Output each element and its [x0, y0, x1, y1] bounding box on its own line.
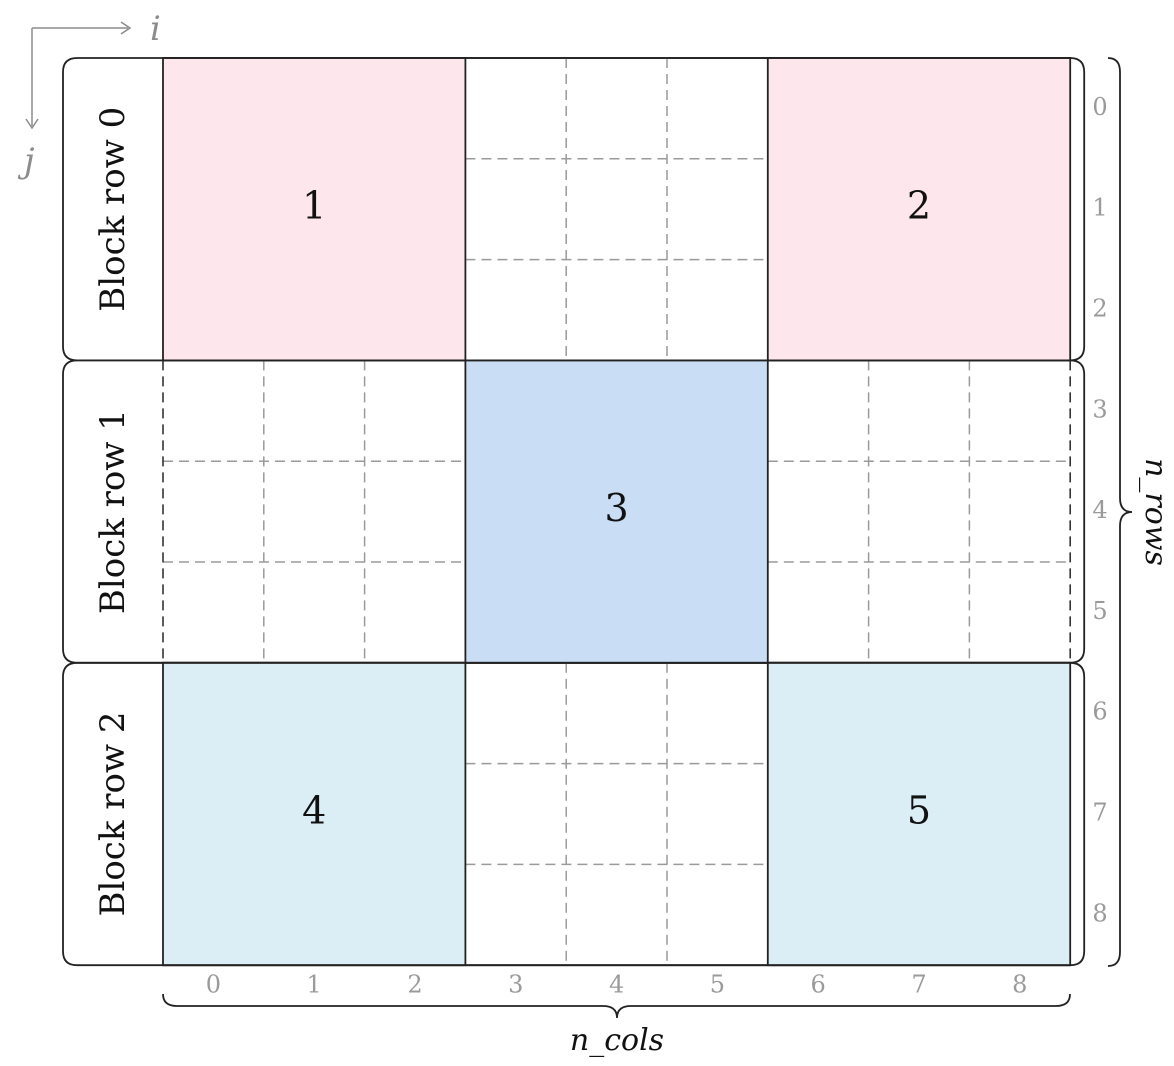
column-index: 1 [307, 971, 322, 999]
block-5 [767, 662, 1071, 966]
block-id-label: 1 [302, 184, 326, 228]
block-row-label: Block row 2 [93, 711, 133, 916]
n-cols-brace [162, 993, 1071, 1019]
block-id-label: 2 [907, 184, 931, 228]
row-index: 6 [1092, 698, 1107, 726]
n-cols-label: n_cols [570, 1023, 664, 1058]
block-row-label: Block row 1 [93, 409, 133, 614]
column-index: 8 [1012, 971, 1027, 999]
cell-grid [162, 58, 1071, 966]
column-index: 3 [508, 971, 523, 999]
row-index: 0 [1092, 93, 1107, 121]
row-index: 5 [1092, 597, 1107, 625]
block-3 [465, 360, 768, 663]
block-2 [767, 58, 1071, 361]
column-indices: 0 1 2 3 4 5 6 7 8 [206, 971, 1028, 999]
row-indices: 0 1 2 3 4 5 6 7 8 [1092, 93, 1107, 927]
row-index: 3 [1092, 395, 1107, 423]
block-id-label: 4 [302, 789, 326, 833]
block-1 [163, 58, 466, 361]
n-rows-brace [1107, 57, 1133, 967]
axis-indicator: i j [17, 9, 161, 181]
row-index: 2 [1092, 295, 1107, 323]
i-axis-arrowhead [120, 21, 132, 35]
column-index: 2 [407, 971, 422, 999]
row-index: 4 [1092, 496, 1107, 524]
blocks-layer: 1 2 3 4 5 [163, 58, 1071, 966]
column-index: 0 [206, 971, 221, 999]
i-axis-label: i [150, 9, 161, 49]
column-index: 7 [911, 971, 926, 999]
row-index: 7 [1092, 799, 1107, 827]
block-borders [162, 57, 1072, 967]
block-id-label: 5 [907, 789, 931, 833]
block-4 [163, 662, 466, 966]
column-index: 4 [609, 971, 624, 999]
j-axis-label: j [17, 141, 35, 181]
block-id-label: 3 [605, 486, 629, 530]
row-index: 8 [1092, 899, 1107, 927]
block-row-label: Block row 0 [93, 107, 133, 312]
n-rows-label: n_rows [1138, 458, 1173, 566]
column-index: 5 [710, 971, 725, 999]
column-index: 6 [811, 971, 826, 999]
j-axis-arrowhead [25, 118, 39, 130]
row-index: 1 [1092, 194, 1107, 222]
